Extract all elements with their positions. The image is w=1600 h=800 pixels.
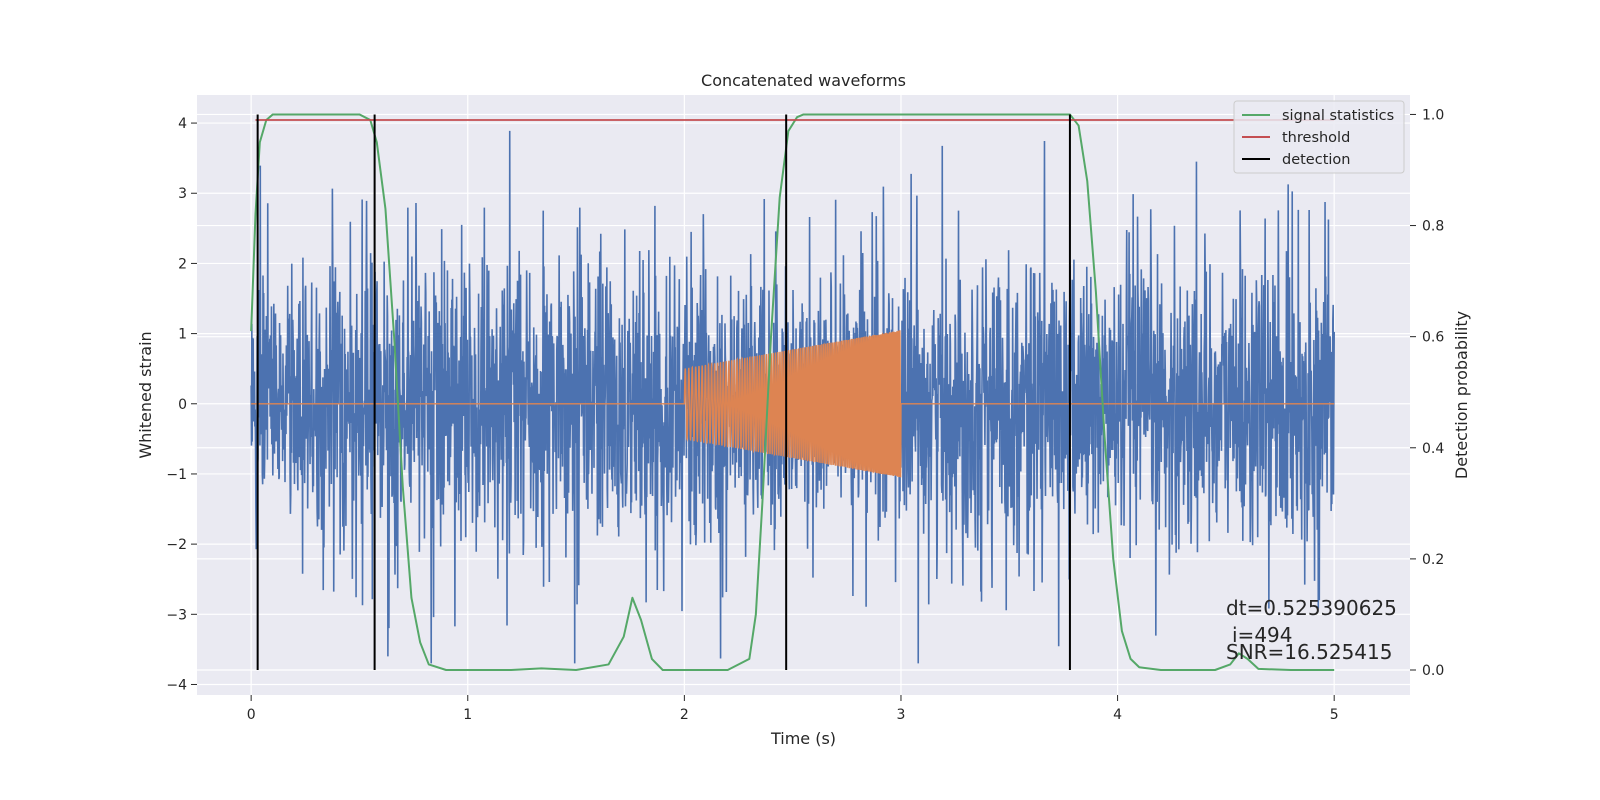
annotation-snr: SNR=16.525415 [1226,640,1392,664]
injected-signal-series-group [251,330,1335,478]
annotation-index: i=494 [1232,623,1293,647]
y2-tick-label: 0.8 [1422,219,1444,235]
x-tick-label: 2 [680,707,689,723]
y2-tick-label: 0.0 [1422,663,1444,679]
strain-series-group [250,130,1335,664]
injected-signal-line [251,330,1335,478]
x-tick-label: 0 [247,707,256,723]
strain-line [250,130,1335,664]
y2-tick-label: 0.6 [1422,330,1444,346]
y-axis-label: Whitened strain [136,331,155,458]
x-tick-label: 5 [1330,707,1339,723]
y-tick-label: −4 [166,677,187,693]
annotation-dt: dt=0.525390625 [1226,596,1397,620]
legend-label-detection: detection [1282,152,1350,168]
y2-tick-label: 1.0 [1422,107,1444,123]
chart-title: Concatenated waveforms [701,71,906,90]
x-tick-label: 1 [463,707,472,723]
x-tick-label: 3 [897,707,906,723]
y-tick-label: 0 [178,397,187,413]
y-tick-label: 2 [178,256,187,272]
x-tick-label: 4 [1113,707,1122,723]
y-tick-label: 4 [178,116,187,132]
legend-box [1233,100,1405,174]
signal-statistics-line [250,113,1335,671]
y2-axis-label: Detection probability [1452,311,1471,479]
y-tick-label: −1 [166,467,187,483]
y-tick-label: 1 [178,327,187,343]
legend-label-signal-statistics: signal statistics [1282,108,1394,124]
x-axis-label: Time (s) [770,729,836,748]
y-tick-label: 3 [178,186,187,202]
detection-lines-group [256,114,1071,670]
y-tick-label: −2 [166,537,187,553]
signal-statistics-group [250,113,1335,671]
legend-label-threshold: threshold [1282,130,1350,146]
y2-tick-label: 0.2 [1422,552,1444,568]
axes-ticks: 0 1 2 3 4 5 −4 −3 −2 −1 0 1 2 3 4 0.0 0.2 0.4 0.6 0.8 1.0 [166,107,1444,723]
legend: signal statistics threshold detection [1233,100,1405,174]
y-tick-label: −3 [166,607,187,623]
y2-tick-label: 0.4 [1422,441,1444,457]
